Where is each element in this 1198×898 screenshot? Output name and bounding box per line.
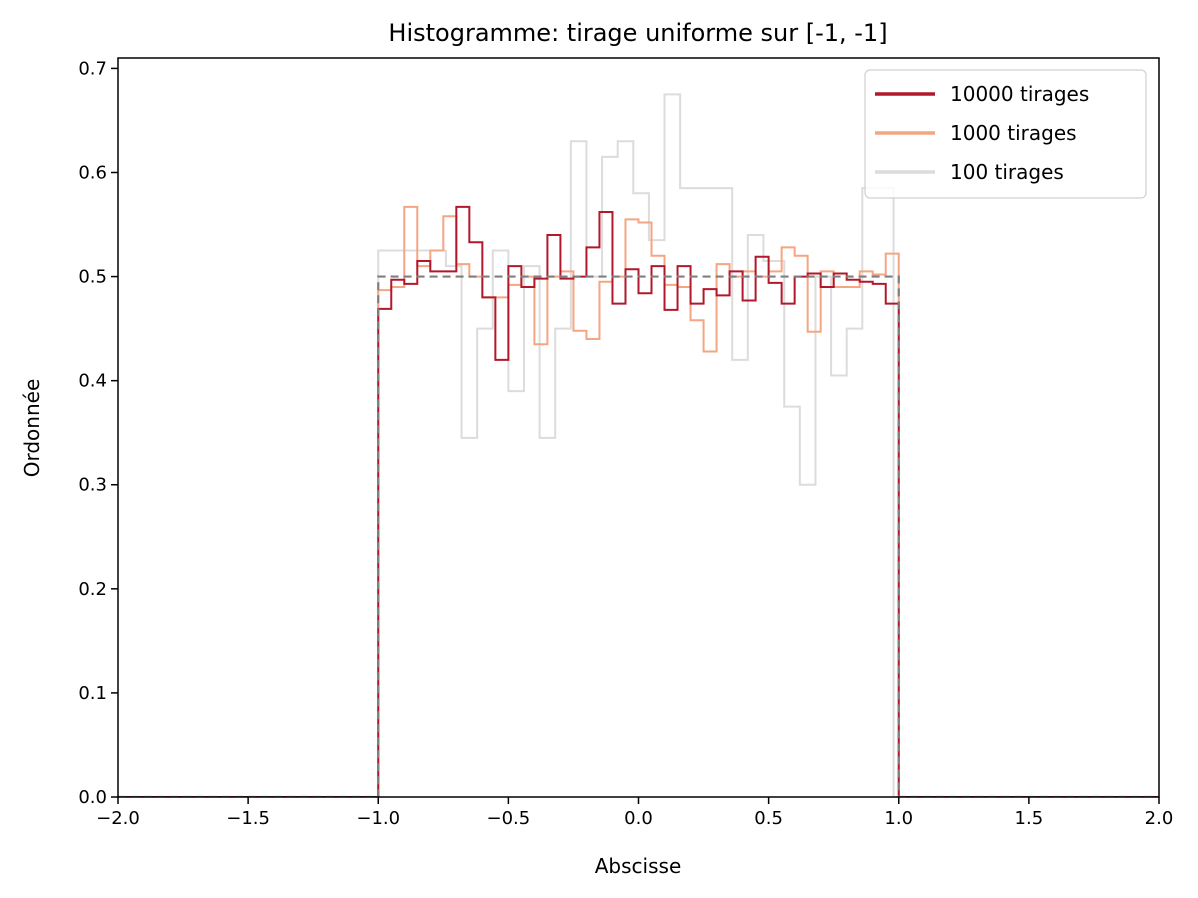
y-tick-label: 0.0: [78, 787, 107, 808]
legend-label: 10000 tirages: [950, 82, 1089, 106]
histogram-series-2: [118, 205, 1159, 797]
y-tick-label: 0.4: [78, 371, 107, 392]
legend: 10000 tirages 1000 tirages 100 tirages: [864, 69, 1147, 199]
x-tick-label: 0.0: [624, 808, 653, 829]
x-tick-label: 0.5: [754, 808, 783, 829]
x-tick-label: 1.0: [884, 808, 913, 829]
x-tick-label: −0.5: [487, 808, 531, 829]
y-tick-label: 0.6: [78, 162, 107, 183]
plot-area: [118, 93, 1159, 797]
y-tick-label: 0.7: [78, 58, 107, 79]
legend-label: 100 tirages: [950, 160, 1064, 184]
y-tick-label: 0.1: [78, 683, 107, 704]
x-axis-label: Abscisse: [595, 854, 682, 878]
x-tick-label: −1.0: [356, 808, 400, 829]
reference-density-line: [118, 275, 1159, 797]
x-tick-label: 2.0: [1145, 808, 1174, 829]
x-axis: −2.0 −1.5 −1.0 −0.5 0.0 0.5 1.0 1.5 2.0: [96, 797, 1173, 829]
y-tick-label: 0.2: [78, 579, 107, 600]
legend-box: [864, 69, 1147, 199]
y-tick-label: 0.3: [78, 475, 107, 496]
legend-label: 1000 tirages: [950, 121, 1077, 145]
histogram-series-0: [118, 93, 1159, 797]
y-tick-label: 0.5: [78, 267, 107, 288]
y-axis: 0.0 0.1 0.2 0.3 0.4 0.5 0.6 0.7: [78, 58, 118, 808]
x-tick-label: −2.0: [96, 808, 140, 829]
chart-title: Histogramme: tirage uniforme sur [-1, -1…: [388, 19, 887, 47]
y-axis-label: Ordonnée: [20, 379, 44, 478]
x-tick-label: 1.5: [1015, 808, 1044, 829]
x-tick-label: −1.5: [226, 808, 270, 829]
